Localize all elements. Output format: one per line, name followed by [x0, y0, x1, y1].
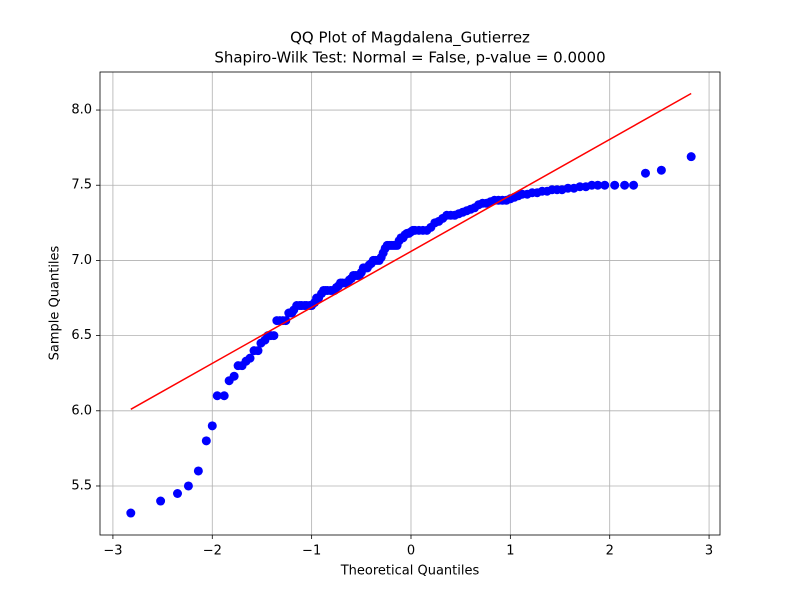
- plot-frame: [99, 71, 721, 536]
- data-point: [686, 152, 696, 162]
- x-axis-label: Theoretical Quantiles: [340, 564, 480, 579]
- x-tick-label: 1: [506, 544, 514, 559]
- y-tick-label: 5.5: [71, 478, 92, 493]
- data-point: [610, 180, 620, 190]
- data-point: [212, 391, 222, 401]
- data-point: [593, 180, 603, 190]
- data-point: [620, 180, 630, 190]
- x-tick-label: −2: [203, 544, 222, 559]
- chart-subtitle: Shapiro-Wilk Test: Normal = False, p-val…: [214, 49, 605, 67]
- data-point: [173, 488, 182, 498]
- data-point: [269, 331, 279, 341]
- data-point: [229, 371, 239, 381]
- data-point: [201, 436, 211, 446]
- y-tick-label: 7.0: [71, 253, 92, 268]
- data-point: [656, 165, 666, 175]
- data-point: [600, 180, 610, 190]
- data-point: [219, 391, 229, 401]
- y-tick-label: 6.5: [71, 328, 92, 343]
- reference-line: [130, 92, 692, 410]
- chart-title: QQ Plot of Magdalena_Gutierrez: [290, 29, 530, 48]
- data-point: [126, 508, 136, 518]
- data-point: [253, 346, 263, 356]
- x-tick-label: 0: [407, 544, 415, 559]
- data-point: [207, 421, 217, 431]
- data-point: [193, 466, 203, 476]
- x-tick-label: −3: [103, 544, 122, 559]
- x-tick-label: −1: [302, 544, 321, 559]
- data-point: [640, 168, 650, 178]
- y-tick-label: 7.5: [71, 178, 92, 193]
- y-tick-label: 8.0: [71, 103, 92, 118]
- data-point: [156, 496, 166, 506]
- y-axis-label: Sample Quantiles: [48, 245, 63, 360]
- x-tick-label: 3: [705, 544, 713, 559]
- x-tick-label: 2: [606, 544, 614, 559]
- data-point: [245, 353, 255, 363]
- data-point: [629, 180, 639, 190]
- data-point: [183, 481, 193, 491]
- y-tick-label: 6.0: [71, 403, 92, 418]
